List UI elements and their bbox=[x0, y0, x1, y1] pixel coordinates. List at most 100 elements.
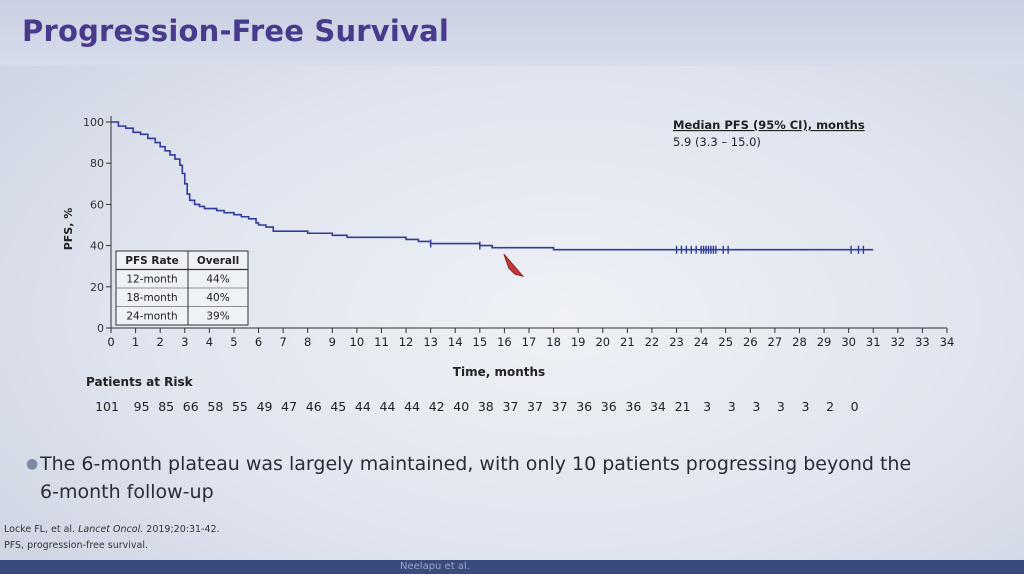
rate-table-cell: 44% bbox=[206, 274, 229, 286]
risk-value: 38 bbox=[478, 399, 494, 414]
median-pfs-heading: Median PFS (95% CI), months bbox=[673, 118, 865, 132]
x-tick-label: 10 bbox=[350, 335, 365, 349]
x-tick-label: 14 bbox=[448, 335, 463, 349]
rate-table-cell: 24-month bbox=[126, 311, 177, 323]
x-tick-label: 18 bbox=[546, 335, 561, 349]
bullet-text: The 6-month plateau was largely maintain… bbox=[40, 453, 912, 503]
x-tick-label: 34 bbox=[940, 335, 955, 349]
header-band bbox=[0, 0, 1024, 66]
risk-label: Patients at Risk bbox=[86, 375, 194, 389]
risk-value: 45 bbox=[330, 399, 346, 414]
risk-value: 42 bbox=[429, 399, 445, 414]
x-tick-label: 20 bbox=[595, 335, 610, 349]
rate-table-cell: 39% bbox=[206, 311, 229, 323]
risk-value: 3 bbox=[728, 399, 736, 414]
reference-journal: Lancet Oncol. bbox=[78, 524, 144, 535]
x-tick-label: 1 bbox=[132, 335, 139, 349]
km-curve-line bbox=[111, 121, 874, 251]
x-tick-label: 8 bbox=[304, 335, 311, 349]
reference-line: Locke FL, et al. Lancet Oncol. 2019;20:3… bbox=[4, 522, 220, 538]
x-tick-label: 6 bbox=[255, 335, 262, 349]
x-tick-label: 23 bbox=[669, 335, 684, 349]
bottom-band bbox=[0, 560, 1024, 574]
x-tick-label: 31 bbox=[866, 335, 881, 349]
y-tick-label: 80 bbox=[90, 157, 104, 170]
y-tick-label: 100 bbox=[83, 116, 104, 129]
risk-value: 95 bbox=[134, 399, 150, 414]
x-tick-label: 12 bbox=[399, 335, 414, 349]
abbreviation-note: PFS, progression-free survival. bbox=[4, 540, 148, 551]
x-tick-label: 26 bbox=[743, 335, 758, 349]
x-tick-label: 29 bbox=[817, 335, 832, 349]
x-axis-label: Time, months bbox=[453, 365, 545, 379]
risk-value: 37 bbox=[527, 399, 543, 414]
x-tick-label: 9 bbox=[329, 335, 336, 349]
rate-table-cell: 18-month bbox=[126, 292, 177, 304]
risk-value: 40 bbox=[453, 399, 469, 414]
references: Locke FL, et al. Lancet Oncol. 2019;20:3… bbox=[4, 522, 220, 554]
risk-value: 3 bbox=[703, 399, 711, 414]
footer-faint-text: Neelapu et al. bbox=[400, 561, 470, 572]
y-axis-label: PFS, % bbox=[62, 208, 75, 251]
reference-authors: Locke FL, et al. bbox=[4, 524, 76, 535]
x-tick-label: 30 bbox=[841, 335, 856, 349]
risk-value: 47 bbox=[281, 399, 297, 414]
risk-value: 44 bbox=[380, 399, 396, 414]
risk-value: 2 bbox=[826, 399, 834, 414]
x-tick-label: 25 bbox=[718, 335, 733, 349]
pointer-arrow-icon bbox=[503, 253, 525, 278]
risk-value: 58 bbox=[207, 399, 223, 414]
risk-value: 37 bbox=[552, 399, 568, 414]
risk-value: 49 bbox=[257, 399, 273, 414]
x-tick-label: 32 bbox=[891, 335, 906, 349]
x-tick-label: 2 bbox=[157, 335, 164, 349]
y-tick-label: 40 bbox=[90, 240, 104, 253]
x-tick-label: 7 bbox=[279, 335, 286, 349]
x-tick-label: 28 bbox=[792, 335, 807, 349]
bullet-dot-icon: ● bbox=[26, 456, 39, 472]
risk-value: 46 bbox=[306, 399, 322, 414]
rate-table-header: Overall bbox=[197, 255, 239, 267]
risk-value: 36 bbox=[576, 399, 592, 414]
risk-value: 0 bbox=[851, 399, 859, 414]
risk-value: 66 bbox=[183, 399, 199, 414]
risk-value: 21 bbox=[675, 399, 691, 414]
x-tick-label: 17 bbox=[522, 335, 537, 349]
risk-value: 85 bbox=[158, 399, 174, 414]
x-tick-label: 24 bbox=[694, 335, 709, 349]
x-tick-label: 33 bbox=[915, 335, 930, 349]
x-tick-label: 5 bbox=[230, 335, 237, 349]
risk-value: 101 bbox=[95, 399, 119, 414]
rate-table-cell: 12-month bbox=[126, 274, 177, 286]
slide-title: Progression-Free Survival bbox=[22, 14, 450, 48]
risk-value: 37 bbox=[502, 399, 518, 414]
y-tick-label: 60 bbox=[90, 198, 104, 211]
x-tick-label: 15 bbox=[473, 335, 488, 349]
risk-value: 3 bbox=[752, 399, 760, 414]
risk-value: 44 bbox=[404, 399, 420, 414]
x-tick-label: 21 bbox=[620, 335, 635, 349]
x-tick-label: 4 bbox=[206, 335, 213, 349]
rate-table-cell: 40% bbox=[206, 292, 229, 304]
x-tick-label: 0 bbox=[107, 335, 114, 349]
x-tick-label: 13 bbox=[423, 335, 438, 349]
risk-value: 44 bbox=[355, 399, 371, 414]
risk-value: 3 bbox=[801, 399, 809, 414]
risk-value: 36 bbox=[625, 399, 641, 414]
x-tick-label: 11 bbox=[374, 335, 389, 349]
reference-details: 2019;20:31-42. bbox=[146, 524, 220, 535]
rate-table-header: PFS Rate bbox=[125, 255, 178, 267]
y-tick-label: 20 bbox=[90, 281, 104, 294]
median-pfs-value: 5.9 (3.3 – 15.0) bbox=[673, 135, 761, 149]
x-tick-label: 27 bbox=[768, 335, 783, 349]
x-tick-label: 16 bbox=[497, 335, 512, 349]
x-tick-label: 3 bbox=[181, 335, 188, 349]
y-tick-label: 0 bbox=[97, 322, 104, 335]
risk-value: 36 bbox=[601, 399, 617, 414]
bullet-point: ● The 6-month plateau was largely mainta… bbox=[26, 450, 920, 506]
risk-value: 34 bbox=[650, 399, 666, 414]
risk-value: 3 bbox=[777, 399, 785, 414]
risk-value: 55 bbox=[232, 399, 248, 414]
x-tick-label: 22 bbox=[645, 335, 660, 349]
